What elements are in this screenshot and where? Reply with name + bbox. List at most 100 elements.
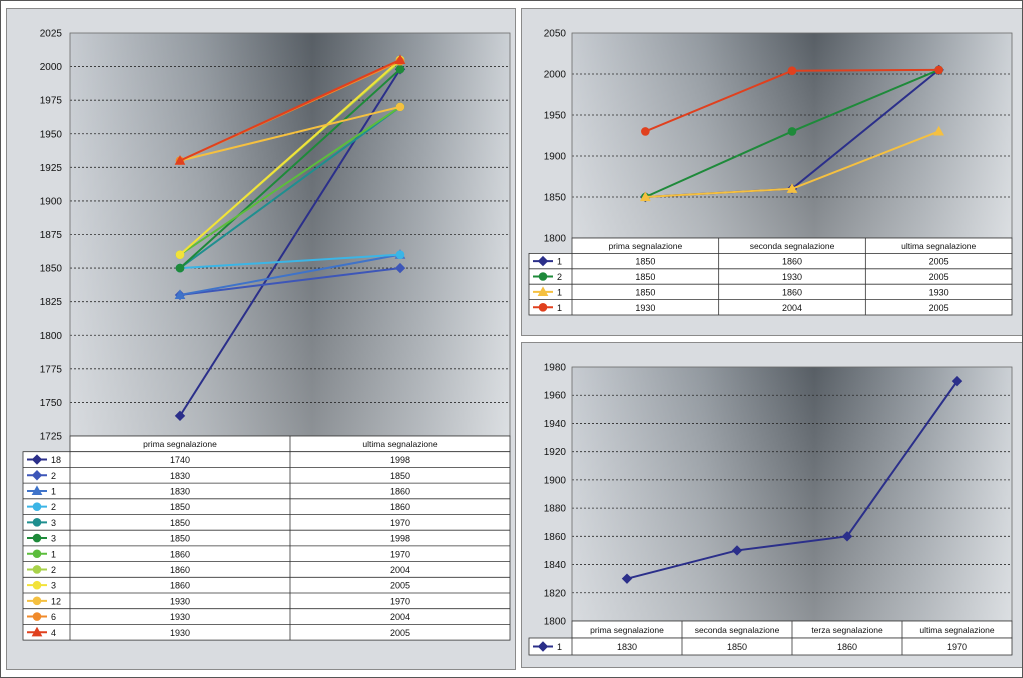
- data-point: [639, 191, 651, 202]
- legend-label: 2: [51, 471, 56, 481]
- table-header-label: prima segnalazione: [608, 241, 682, 251]
- y-tick-label: 1775: [40, 364, 63, 375]
- y-tick-label: 1840: [544, 560, 567, 571]
- table-cell-value: 2005: [929, 272, 949, 282]
- data-point: [395, 250, 405, 259]
- y-tick-label: 1800: [544, 234, 567, 245]
- legend-marker: [32, 596, 42, 606]
- table-cell-value: 1860: [390, 502, 410, 512]
- y-tick-label: 1980: [544, 363, 567, 374]
- table-header-label: seconda segnalazione: [695, 625, 780, 635]
- table-cell-value: 1860: [837, 642, 857, 652]
- series-line-12: [179, 58, 401, 162]
- legend-label: 3: [51, 534, 56, 544]
- table-header-label: seconda segnalazione: [750, 241, 835, 251]
- y-tick-label: 2050: [544, 29, 567, 40]
- table-cell-value: 1860: [390, 486, 410, 496]
- y-tick-label: 1800: [40, 331, 63, 342]
- legend-marker: [32, 518, 42, 527]
- legend-marker: [32, 502, 42, 511]
- series-line-10: [179, 105, 401, 162]
- table-cell-value: 1860: [782, 257, 802, 267]
- y-tick-label: 2000: [544, 70, 567, 81]
- table-cell-value: 1830: [170, 471, 190, 481]
- table-body: [528, 637, 1013, 656]
- series-line-1: [626, 380, 958, 580]
- y-tick-label: 1950: [40, 129, 63, 140]
- plot-area-shade: [572, 367, 1012, 621]
- table-cell-value: 1970: [947, 642, 967, 652]
- legend-label: 2: [51, 565, 56, 575]
- y-tick-label: 1920: [544, 447, 567, 458]
- table-cell-value: 2005: [929, 303, 949, 313]
- table-cell-value: 1930: [170, 596, 190, 606]
- y-tick-label: 1725: [40, 432, 63, 443]
- table-header-label: ultima segnalazione: [362, 439, 437, 449]
- chart-bottom-right: 1800 1820 1840 1860 1880 1900 1920 1940 1960 1980…: [528, 363, 1013, 656]
- y-tick-label: 1900: [40, 196, 63, 207]
- table-header-label: ultima segnalazione: [901, 241, 976, 251]
- legend-marker: [538, 303, 548, 312]
- data-point: [175, 250, 185, 259]
- table-cell-value: 1930: [929, 287, 949, 297]
- table-cell-value: 1850: [635, 257, 655, 267]
- legend-marker: [537, 286, 549, 296]
- data-point: [641, 127, 650, 136]
- series-line-9: [179, 59, 401, 256]
- data-point: [787, 127, 797, 136]
- table-cell-value: 1930: [635, 303, 655, 313]
- table-cell-value: 1970: [390, 596, 410, 606]
- y-tick-label: 1900: [544, 152, 567, 163]
- data-point: [174, 289, 186, 300]
- legend-marker: [32, 612, 42, 621]
- data-point: [394, 262, 406, 274]
- legend-marker: [31, 470, 43, 481]
- table-cell-value: 1830: [617, 642, 637, 652]
- table-cell-value: 2005: [390, 628, 410, 638]
- y-tick-label: 1825: [40, 297, 63, 308]
- table-cell-value: 1998: [390, 534, 410, 544]
- legend-marker: [538, 272, 548, 281]
- y-tick-label: 1950: [544, 111, 567, 122]
- data-point: [621, 573, 633, 584]
- data-point: [174, 410, 186, 422]
- table-cell-value: 1860: [782, 287, 802, 297]
- legend-marker: [32, 580, 42, 590]
- series-line-7: [179, 106, 401, 256]
- table-cell-value: 2005: [390, 581, 410, 591]
- chart-left: 1725 1750 1775 1800 1825 1850 1875 1900 1925 1950…: [22, 29, 511, 641]
- table-header-label: terza segnalazione: [811, 625, 883, 635]
- legend-label: 2: [557, 272, 562, 282]
- data-point: [787, 66, 797, 76]
- y-tick-label: 1900: [544, 475, 567, 486]
- table-cell-value: 1970: [390, 518, 410, 528]
- series-line-3: [179, 253, 401, 296]
- y-tick-label: 1750: [40, 398, 63, 409]
- table-header-label: prima segnalazione: [143, 439, 217, 449]
- y-tick-label: 2025: [40, 29, 63, 40]
- table-cell-value: 1850: [635, 287, 655, 297]
- table-cell-value: 2005: [929, 257, 949, 267]
- data-point: [175, 263, 185, 273]
- table-cell-value: 1860: [170, 581, 190, 591]
- legend-marker: [31, 626, 43, 637]
- legend-marker: [537, 255, 549, 267]
- legend-label: 1: [51, 549, 56, 559]
- y-tick-label: 1960: [544, 391, 567, 402]
- chart-top-right: 1800 1850 1900 1950 2000 2050 prima segnalazio…: [528, 29, 1013, 316]
- table-cell-value: 1850: [170, 518, 190, 528]
- y-tick-label: 1850: [40, 264, 63, 275]
- legend-label: 12: [51, 596, 61, 606]
- legend-marker: [31, 485, 43, 496]
- series-line-1: [179, 68, 401, 417]
- legend-label: 6: [51, 612, 56, 622]
- table-cell-value: 1740: [170, 455, 190, 465]
- legend-label: 3: [51, 518, 56, 528]
- y-tick-label: 1880: [544, 504, 567, 515]
- data-point: [731, 545, 743, 556]
- data-point: [951, 375, 963, 387]
- y-tick-label: 1860: [544, 532, 567, 543]
- legend-label: 1: [557, 642, 562, 652]
- y-tick-label: 1940: [544, 419, 567, 430]
